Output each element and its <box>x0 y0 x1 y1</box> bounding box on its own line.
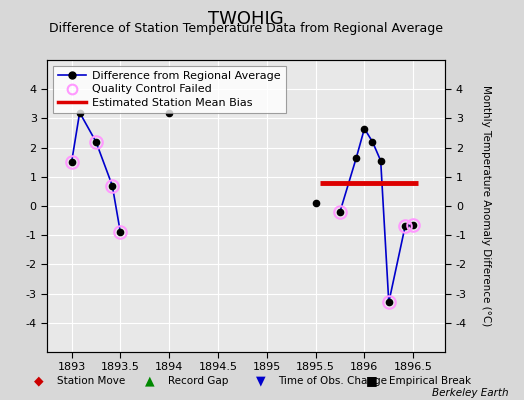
Text: ■: ■ <box>366 374 378 388</box>
Text: ▲: ▲ <box>145 374 155 388</box>
Text: TWOHIG: TWOHIG <box>209 10 284 28</box>
Text: ◆: ◆ <box>34 374 44 388</box>
Y-axis label: Monthly Temperature Anomaly Difference (°C): Monthly Temperature Anomaly Difference (… <box>481 85 491 327</box>
Text: ▼: ▼ <box>256 374 265 388</box>
Text: Berkeley Earth: Berkeley Earth <box>432 388 508 398</box>
Text: Station Move: Station Move <box>57 376 125 386</box>
Text: Record Gap: Record Gap <box>168 376 228 386</box>
Legend: Difference from Regional Average, Quality Control Failed, Estimated Station Mean: Difference from Regional Average, Qualit… <box>53 66 286 113</box>
Text: Time of Obs. Change: Time of Obs. Change <box>279 376 388 386</box>
Text: Difference of Station Temperature Data from Regional Average: Difference of Station Temperature Data f… <box>49 22 443 35</box>
Text: Empirical Break: Empirical Break <box>389 376 472 386</box>
